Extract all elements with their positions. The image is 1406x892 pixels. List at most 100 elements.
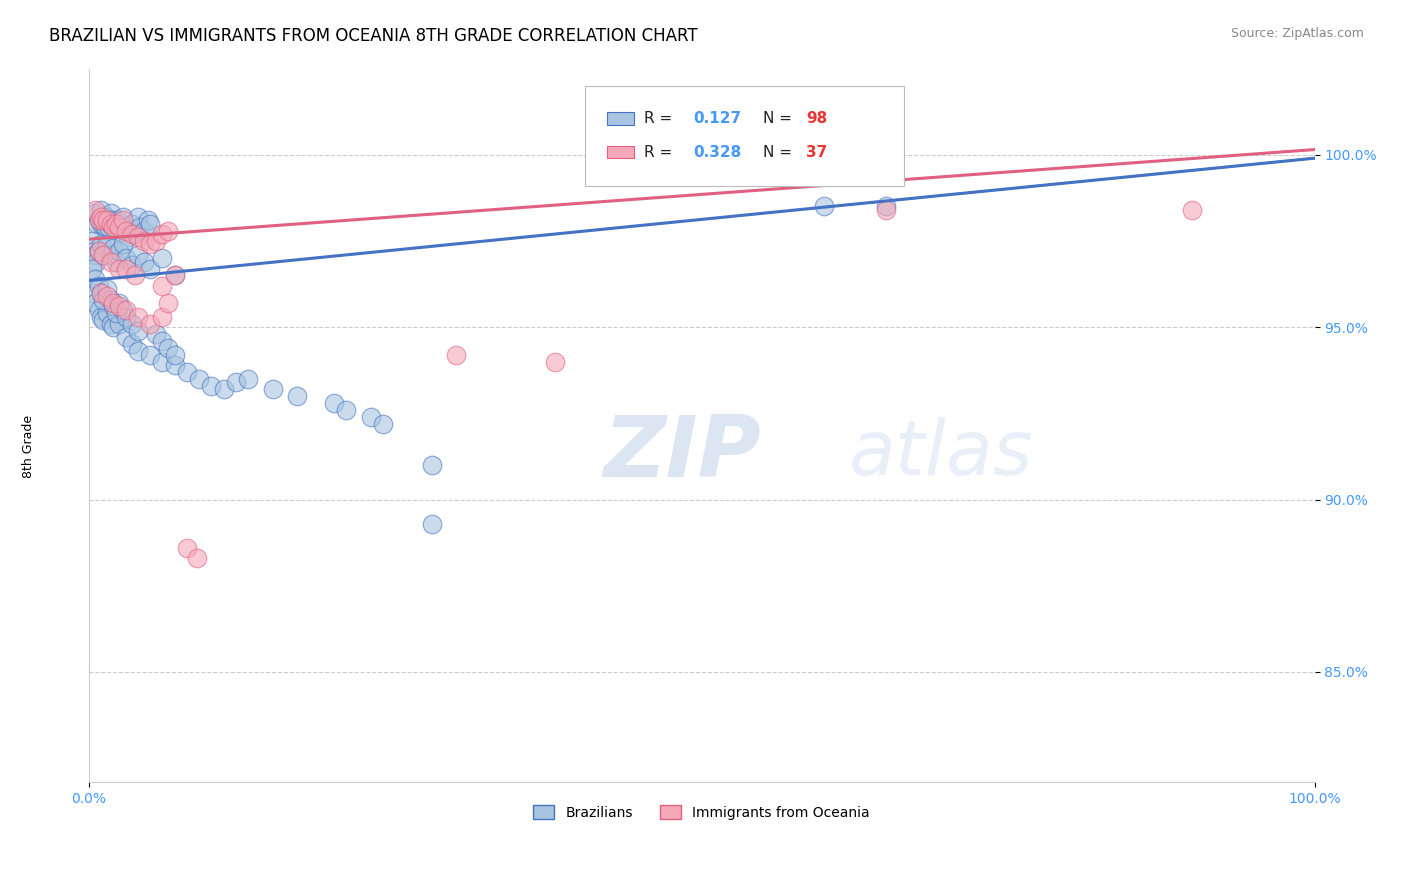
Point [420,516,443,531]
Point [114,224,136,238]
Point [121,317,143,331]
Point [112,302,135,317]
Text: 37: 37 [806,145,827,160]
Point [93,220,115,235]
Point [82,261,104,276]
Point [121,337,143,351]
Point [87,213,110,227]
Point [136,213,159,227]
Point [875,199,897,213]
Text: atlas: atlas [849,417,1033,491]
Point [96,213,118,227]
Text: 98: 98 [806,111,827,126]
Point [163,358,186,372]
FancyBboxPatch shape [607,145,634,159]
Text: ZIP: ZIP [603,412,761,495]
Point [97,220,120,235]
Point [96,237,118,252]
Point [93,293,115,307]
Point [100,248,122,262]
Point [86,217,108,231]
Point [93,217,115,231]
Point [132,224,155,238]
Point [112,213,135,227]
Point [100,206,122,220]
Point [87,278,110,293]
Point [127,324,149,338]
Point [103,220,125,235]
Legend: Brazilians, Immigrants from Oceania: Brazilians, Immigrants from Oceania [527,799,876,825]
Point [127,248,149,262]
Point [103,296,125,310]
FancyBboxPatch shape [607,112,634,125]
Point [90,237,112,252]
Point [90,285,112,300]
Point [83,272,105,286]
Point [93,248,115,262]
Point [96,289,118,303]
Point [108,244,131,259]
Point [101,213,124,227]
Point [87,302,110,317]
Point [129,220,152,235]
Text: R =: R = [644,111,678,126]
Point [98,217,121,231]
Point [121,227,143,241]
Point [139,348,162,362]
Point [1181,202,1204,217]
Point [83,206,105,220]
Point [96,213,118,227]
Point [157,341,180,355]
Point [121,258,143,272]
Point [543,354,565,368]
Point [335,403,357,417]
Point [150,251,173,265]
Point [90,285,112,300]
Point [107,213,129,227]
Point [114,330,136,344]
Point [87,244,110,259]
Point [87,244,110,259]
Point [104,217,127,231]
Point [104,306,127,320]
Point [322,396,344,410]
Point [121,217,143,231]
Point [145,234,167,248]
Point [157,296,180,310]
Point [139,261,162,276]
Point [100,293,122,307]
Point [813,199,835,213]
Point [446,348,468,362]
Text: 8th Grade: 8th Grade [21,415,35,477]
Text: R =: R = [644,145,678,160]
Point [93,213,115,227]
Point [114,224,136,238]
Point [360,409,382,424]
Point [82,285,104,300]
Point [104,254,127,268]
Point [103,217,125,231]
Point [114,310,136,324]
Point [150,278,173,293]
Point [108,300,131,314]
Point [875,202,897,217]
Point [112,210,135,224]
Text: BRAZILIAN VS IMMIGRANTS FROM OCEANIA 8TH GRADE CORRELATION CHART: BRAZILIAN VS IMMIGRANTS FROM OCEANIA 8TH… [49,27,697,45]
Point [100,217,122,231]
Point [124,268,146,283]
Point [100,317,122,331]
Point [212,382,235,396]
Point [90,310,112,324]
Point [127,210,149,224]
Point [103,220,125,235]
Point [186,551,208,566]
Point [150,227,173,241]
Point [90,202,112,217]
Point [90,210,112,224]
Point [103,241,125,255]
Point [132,254,155,268]
Point [96,306,118,320]
Point [145,326,167,341]
Point [108,217,131,231]
Point [93,313,115,327]
